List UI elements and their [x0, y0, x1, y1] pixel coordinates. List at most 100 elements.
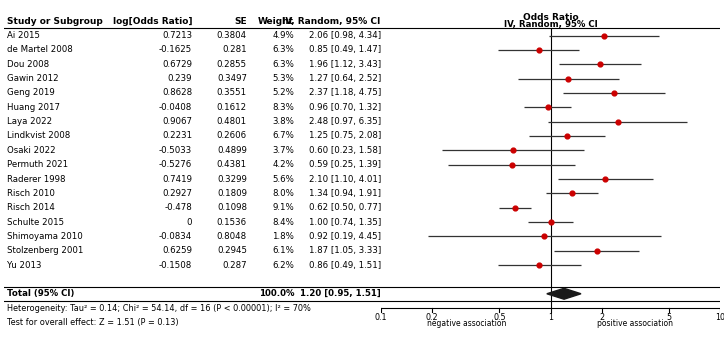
Text: 0.4899: 0.4899	[217, 146, 247, 155]
Point	[566, 190, 578, 196]
Text: 2.48 [0.97, 6.35]: 2.48 [0.97, 6.35]	[308, 117, 381, 126]
Text: 1.87 [1.05, 3.33]: 1.87 [1.05, 3.33]	[308, 246, 381, 255]
Text: 0.3497: 0.3497	[217, 74, 247, 83]
Point	[563, 76, 574, 82]
Text: 6.3%: 6.3%	[272, 45, 294, 54]
Text: Schulte 2015: Schulte 2015	[7, 218, 64, 227]
Text: Gawin 2012: Gawin 2012	[7, 74, 59, 83]
Text: Huang 2017: Huang 2017	[7, 103, 60, 112]
Text: 3.7%: 3.7%	[272, 146, 294, 155]
Text: Geng 2019: Geng 2019	[7, 88, 55, 97]
Point	[591, 248, 602, 253]
Point	[594, 61, 606, 67]
Point	[506, 162, 518, 168]
Text: 0.6259: 0.6259	[162, 246, 193, 255]
Text: Weight: Weight	[258, 17, 294, 26]
Text: 0.6729: 0.6729	[162, 60, 193, 69]
Text: 2.06 [0.98, 4.34]: 2.06 [0.98, 4.34]	[308, 31, 381, 40]
Text: 1.8%: 1.8%	[272, 232, 294, 241]
Text: 0.1809: 0.1809	[217, 189, 247, 198]
Point	[533, 47, 544, 53]
Point	[534, 262, 545, 268]
Text: Test for overall effect: Z = 1.51 (P = 0.13): Test for overall effect: Z = 1.51 (P = 0…	[7, 318, 179, 327]
Text: Dou 2008: Dou 2008	[7, 60, 49, 69]
Text: 0.60 [0.23, 1.58]: 0.60 [0.23, 1.58]	[308, 146, 381, 155]
Text: Heterogeneity: Tau² = 0.14; Chi² = 54.14, df = 16 (P < 0.00001); I² = 70%: Heterogeneity: Tau² = 0.14; Chi² = 54.14…	[7, 304, 311, 313]
Text: 5.3%: 5.3%	[272, 74, 294, 83]
Text: 2.37 [1.18, 4.75]: 2.37 [1.18, 4.75]	[308, 88, 381, 97]
Point	[561, 133, 573, 139]
Text: 5: 5	[667, 313, 672, 322]
Text: 8.0%: 8.0%	[272, 189, 294, 198]
Text: Permuth 2021: Permuth 2021	[7, 160, 69, 169]
Text: 0.1536: 0.1536	[216, 218, 247, 227]
Text: 1.27 [0.64, 2.52]: 1.27 [0.64, 2.52]	[308, 74, 381, 83]
Point	[608, 90, 620, 96]
Point	[598, 33, 610, 38]
Text: 0.3804: 0.3804	[216, 31, 247, 40]
Text: 0.4381: 0.4381	[216, 160, 247, 169]
Text: 5.2%: 5.2%	[272, 88, 294, 97]
Point	[539, 233, 550, 239]
Text: 3.8%: 3.8%	[272, 117, 294, 126]
Text: Lindkvist 2008: Lindkvist 2008	[7, 131, 71, 140]
Text: 0.287: 0.287	[222, 261, 247, 270]
Text: 8.3%: 8.3%	[272, 103, 294, 112]
Text: positive association: positive association	[597, 319, 673, 328]
Text: 6.2%: 6.2%	[272, 261, 294, 270]
Text: 6.7%: 6.7%	[272, 131, 294, 140]
Text: 0.86 [0.49, 1.51]: 0.86 [0.49, 1.51]	[308, 261, 381, 270]
Text: -0.1625: -0.1625	[159, 45, 193, 54]
Text: Ai 2015: Ai 2015	[7, 31, 41, 40]
Text: 0.1612: 0.1612	[216, 103, 247, 112]
Text: 0.1: 0.1	[374, 313, 387, 322]
Text: -0.0408: -0.0408	[159, 103, 193, 112]
Text: 0.7419: 0.7419	[162, 174, 193, 184]
Point	[542, 105, 553, 110]
Text: 0: 0	[187, 218, 193, 227]
Text: Total (95% CI): Total (95% CI)	[7, 289, 75, 298]
Text: log[Odds Ratio]: log[Odds Ratio]	[113, 17, 193, 26]
Text: 0.59 [0.25, 1.39]: 0.59 [0.25, 1.39]	[309, 160, 381, 169]
Text: -0.0834: -0.0834	[159, 232, 193, 241]
Text: Risch 2010: Risch 2010	[7, 189, 55, 198]
Text: 0.8048: 0.8048	[216, 232, 247, 241]
Text: 0.9067: 0.9067	[162, 117, 193, 126]
Text: Stolzenberg 2001: Stolzenberg 2001	[7, 246, 84, 255]
Point	[599, 176, 611, 182]
Text: Odds Ratio: Odds Ratio	[523, 13, 578, 22]
Text: 9.1%: 9.1%	[272, 203, 294, 212]
Text: Shimoyama 2010: Shimoyama 2010	[7, 232, 83, 241]
Text: 8.4%: 8.4%	[272, 218, 294, 227]
Text: 2: 2	[599, 313, 605, 322]
Text: Laya 2022: Laya 2022	[7, 117, 53, 126]
Text: de Martel 2008: de Martel 2008	[7, 45, 73, 54]
Text: IV, Random, 95% CI: IV, Random, 95% CI	[504, 20, 597, 29]
Text: 5.6%: 5.6%	[272, 174, 294, 184]
Text: -0.5033: -0.5033	[159, 146, 193, 155]
Text: 0.8628: 0.8628	[162, 88, 193, 97]
Text: 0.2945: 0.2945	[217, 246, 247, 255]
Text: 1.34 [0.94, 1.91]: 1.34 [0.94, 1.91]	[309, 189, 381, 198]
Text: 0.281: 0.281	[222, 45, 247, 54]
Text: 1.00 [0.74, 1.35]: 1.00 [0.74, 1.35]	[308, 218, 381, 227]
Text: 0.3551: 0.3551	[216, 88, 247, 97]
Text: 0.2855: 0.2855	[216, 60, 247, 69]
Text: Yu 2013: Yu 2013	[7, 261, 42, 270]
Text: 0.96 [0.70, 1.32]: 0.96 [0.70, 1.32]	[308, 103, 381, 112]
Text: 0.3299: 0.3299	[217, 174, 247, 184]
Text: 1: 1	[548, 313, 553, 322]
Point	[612, 119, 623, 125]
Text: 0.7213: 0.7213	[162, 31, 193, 40]
Text: 0.2927: 0.2927	[162, 189, 193, 198]
Text: 0.239: 0.239	[168, 74, 193, 83]
Text: Osaki 2022: Osaki 2022	[7, 146, 56, 155]
Text: 6.3%: 6.3%	[272, 60, 294, 69]
Text: negative association: negative association	[427, 319, 506, 328]
Text: 1.25 [0.75, 2.08]: 1.25 [0.75, 2.08]	[308, 131, 381, 140]
Point	[544, 219, 556, 225]
Text: 4.2%: 4.2%	[272, 160, 294, 169]
Point	[510, 205, 521, 211]
Text: SE: SE	[235, 17, 247, 26]
Point	[507, 147, 518, 153]
